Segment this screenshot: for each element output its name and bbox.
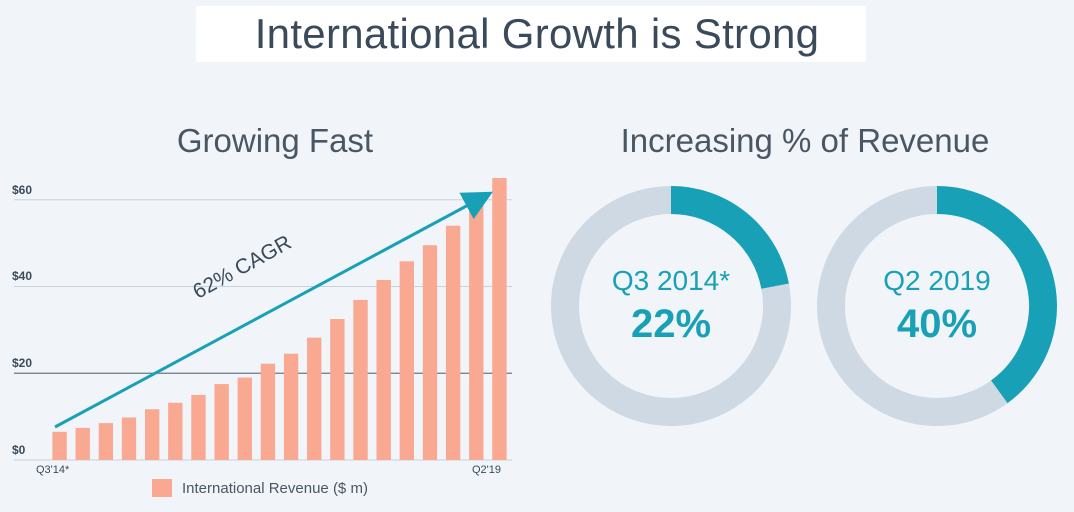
bar: [422, 245, 438, 460]
bar: [353, 299, 368, 460]
title-band: [196, 6, 866, 62]
bar: [98, 423, 114, 460]
bar: [376, 279, 391, 460]
bar: [260, 363, 276, 460]
bar: [469, 201, 484, 460]
donut-label: Q3 2014*: [611, 265, 731, 296]
y-tick-label: $20: [12, 356, 33, 371]
left-panel-title: Growing Fast: [176, 122, 374, 159]
bar: [168, 402, 183, 460]
cagr-annotation: 62% CAGR: [189, 230, 296, 304]
donut-slice: [936, 186, 1057, 404]
donut-q3-2014: Q3 2014* 22%: [547, 182, 795, 430]
y-tick-label: $60: [12, 182, 33, 197]
bar: [283, 353, 299, 460]
bar: [492, 178, 507, 460]
donut-value: 22%: [630, 302, 712, 346]
donut-label: Q2 2019: [883, 265, 991, 296]
right-panel-title: Increasing % of Revenue: [620, 122, 990, 159]
bar: [75, 427, 90, 460]
legend: International Revenue ($ m): [152, 478, 368, 498]
donut-slice: [670, 186, 789, 290]
legend-swatch: [152, 479, 172, 497]
legend-label: International Revenue ($ m): [182, 479, 368, 497]
bar: [144, 409, 160, 460]
bar: [237, 377, 252, 460]
x-tick-last: Q2'19: [472, 464, 502, 476]
donut-value: 40%: [896, 302, 978, 346]
bar: [121, 417, 137, 460]
x-tick-first: Q3'14*: [36, 464, 70, 476]
y-tick-label: $0: [12, 443, 26, 457]
cagr-trend-arrow: [54, 191, 493, 429]
donut-q2-2019: Q2 2019 40%: [813, 182, 1061, 430]
y-tick-label: $40: [12, 269, 33, 284]
bar: [399, 261, 415, 460]
bar: [445, 225, 461, 460]
bar: [191, 394, 206, 460]
bar: [330, 319, 345, 460]
bar: [307, 337, 322, 460]
bar: [52, 431, 67, 460]
bar: [214, 384, 229, 460]
page-title: International Growth is Strong: [254, 10, 820, 57]
